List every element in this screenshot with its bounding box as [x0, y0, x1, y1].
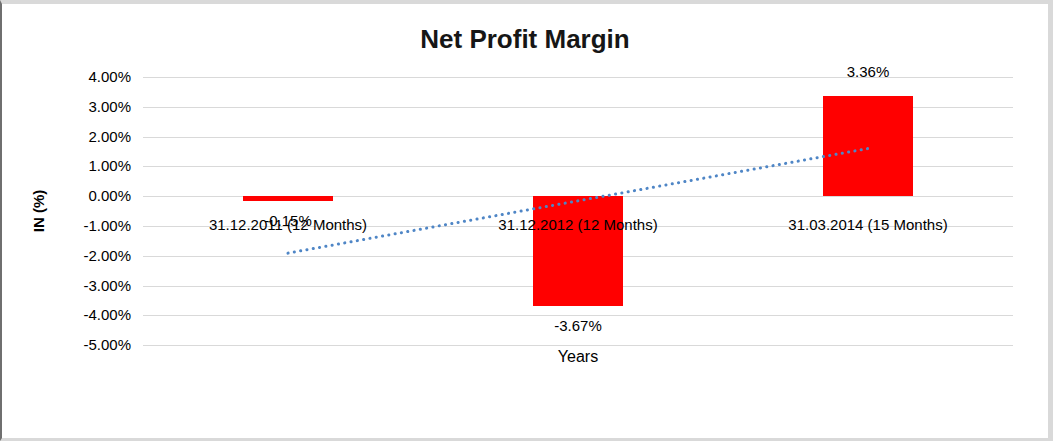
- y-tick-label: -4.00%: [32, 306, 131, 324]
- y-tick-label: 4.00%: [32, 68, 131, 86]
- y-tick-label: 0.00%: [32, 187, 131, 205]
- chart-title: Net Profit Margin: [2, 24, 1048, 55]
- y-tick-label: 1.00%: [32, 157, 131, 175]
- data-label: -0.15%: [228, 213, 348, 229]
- x-axis-title: Years: [143, 348, 1013, 366]
- y-tick-label: 3.00%: [32, 98, 131, 116]
- category-label: 31.12.2012 (12 Months): [433, 216, 723, 234]
- y-tick-label: 2.00%: [32, 128, 131, 146]
- y-tick-label: -2.00%: [32, 247, 131, 265]
- y-tick-label: -3.00%: [32, 277, 131, 295]
- bar: [533, 196, 623, 305]
- bar: [243, 196, 333, 200]
- data-label: -3.67%: [518, 318, 638, 334]
- gridline: [143, 345, 1013, 346]
- y-tick-label: -5.00%: [32, 336, 131, 354]
- y-tick-label: -1.00%: [32, 217, 131, 235]
- category-label: 31.03.2014 (15 Months): [723, 216, 1013, 234]
- bar: [823, 96, 913, 196]
- data-label: 3.36%: [808, 64, 928, 80]
- chart-window: Net Profit Margin IN (%) 4.00%3.00%2.00%…: [0, 0, 1053, 441]
